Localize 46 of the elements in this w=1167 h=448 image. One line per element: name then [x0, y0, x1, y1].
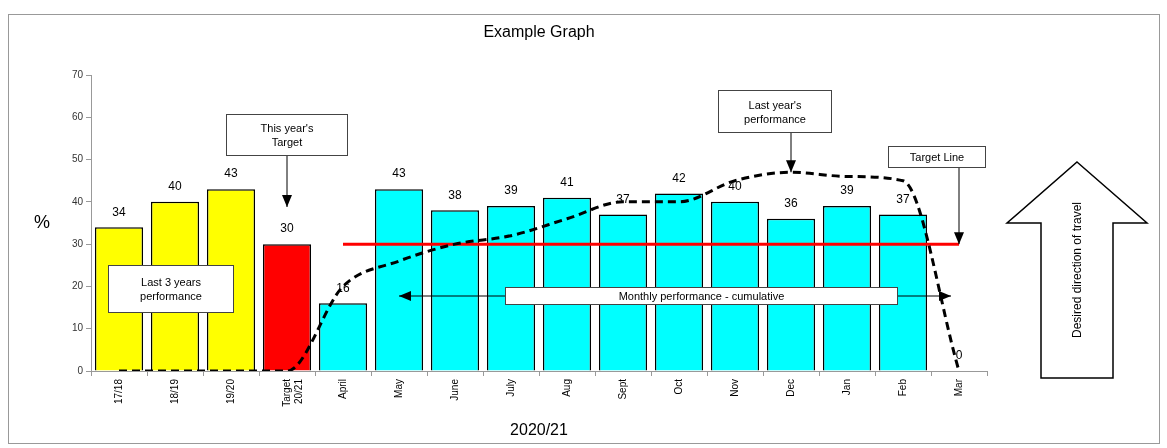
x-tick-label: April — [336, 379, 348, 400]
data-label: 34 — [112, 204, 126, 219]
y-tick-label: 0 — [77, 364, 84, 376]
data-label: 30 — [280, 221, 294, 236]
chart-title: Example Graph — [483, 23, 595, 41]
x-tick-label: July — [504, 379, 516, 397]
x-tick-label: Sept — [616, 378, 628, 400]
data-label: 39 — [840, 183, 854, 198]
y-tick-label: 70 — [71, 68, 84, 80]
callout-box: This year's Target — [226, 114, 348, 156]
x-tick-label: Jan — [840, 379, 852, 396]
x-tick-label: Oct — [672, 378, 684, 395]
x-tick-label: Feb — [896, 378, 908, 397]
callout-box: Target Line — [888, 146, 986, 168]
x-tick-label: May — [392, 379, 404, 398]
x-tick-label: Target 20/21 — [280, 378, 304, 407]
data-label: 38 — [448, 187, 462, 202]
y-tick-label: 30 — [71, 237, 84, 249]
data-label: 43 — [224, 166, 238, 181]
x-tick-label: Dec — [784, 379, 796, 397]
y-tick-label: 50 — [71, 153, 84, 165]
y-tick-label: 60 — [71, 111, 84, 123]
callout-box: Last year's performance — [718, 90, 832, 133]
y-axis-title: % — [33, 211, 51, 232]
x-tick-label: 18/19 — [168, 378, 180, 405]
data-label: 40 — [168, 179, 182, 194]
data-label: 37 — [896, 191, 910, 206]
x-tick-label: 19/20 — [224, 378, 236, 405]
data-label: 43 — [392, 166, 406, 181]
x-tick-label: 17/18 — [112, 378, 124, 405]
data-label: 0 — [955, 348, 963, 363]
data-label: 39 — [504, 183, 518, 198]
x-tick-label: Aug — [560, 379, 572, 397]
data-label: 36 — [784, 196, 798, 211]
y-tick-label: 20 — [71, 280, 84, 292]
callout-box: Monthly performance - cumulative — [505, 287, 898, 305]
x-tick-label: Mar — [952, 378, 964, 397]
data-label: 42 — [672, 170, 686, 185]
x-tick-label: Nov — [728, 379, 740, 397]
callout-box: Last 3 years performance — [108, 265, 234, 313]
text: Desired direction of travel — [1070, 201, 1084, 339]
data-label: 41 — [560, 174, 574, 189]
y-tick-label: 10 — [71, 322, 84, 334]
x-axis-title: 2020/21 — [510, 420, 569, 438]
x-tick-label: June — [448, 378, 460, 401]
y-tick-label: 40 — [71, 195, 84, 207]
